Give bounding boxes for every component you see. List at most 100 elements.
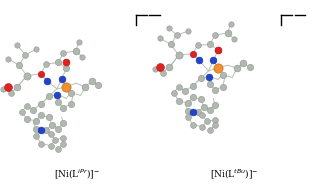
Text: [Ni(L$^{tBu}$)]$^{-}$: [Ni(L$^{tBu}$)]$^{-}$ [210, 168, 258, 181]
Point [174, 33, 179, 36]
Point [53, 138, 58, 141]
Point [34, 135, 39, 138]
Point [83, 85, 88, 88]
Point [24, 74, 29, 77]
Point [89, 80, 94, 83]
Point [34, 119, 39, 122]
Point [59, 78, 64, 81]
Point [208, 83, 213, 86]
Point [34, 48, 39, 51]
Point [190, 123, 195, 126]
Point [157, 66, 162, 69]
Point [39, 72, 44, 75]
Point [190, 110, 195, 113]
Point [208, 43, 213, 46]
Point [23, 53, 28, 56]
Point [206, 75, 211, 78]
Point [48, 133, 53, 136]
Point [208, 108, 213, 111]
Point [56, 127, 61, 130]
Point [46, 95, 52, 98]
Point [31, 108, 36, 111]
Point [39, 129, 44, 132]
Point [216, 67, 221, 70]
Point [198, 98, 203, 101]
Point [200, 125, 205, 128]
Point [157, 36, 162, 39]
Point [220, 73, 225, 76]
Point [212, 88, 217, 91]
Point [185, 116, 191, 119]
Point [167, 27, 172, 30]
Point [45, 80, 50, 83]
Point [216, 49, 221, 52]
Point [190, 84, 195, 88]
Point [208, 129, 213, 132]
Point [34, 127, 39, 130]
Point [211, 59, 216, 62]
Point [43, 129, 48, 132]
Point [24, 104, 29, 107]
Point [185, 109, 191, 112]
Point [73, 50, 78, 53]
Point [1, 87, 6, 90]
Point [61, 106, 66, 109]
Point [5, 85, 10, 88]
Point [9, 91, 14, 94]
Point [76, 40, 82, 43]
Point [152, 67, 157, 70]
Point [64, 61, 69, 64]
Point [176, 53, 181, 56]
Point [61, 51, 66, 54]
Point [24, 118, 29, 121]
Point [171, 91, 176, 94]
Point [212, 103, 217, 106]
Point [228, 22, 233, 25]
Point [225, 32, 230, 35]
Point [200, 114, 205, 117]
Point [231, 37, 236, 40]
Point [15, 44, 20, 47]
Point [48, 144, 53, 147]
Point [204, 119, 210, 122]
Point [198, 77, 203, 80]
Point [56, 101, 61, 104]
Point [50, 123, 55, 126]
Text: [Ni(L$^{iPr}$)]$^{-}$: [Ni(L$^{iPr}$)]$^{-}$ [54, 168, 100, 181]
Point [15, 85, 20, 88]
Point [64, 85, 69, 88]
Point [241, 62, 246, 65]
Point [190, 96, 195, 99]
Point [197, 59, 202, 62]
Point [39, 102, 44, 105]
Point [39, 114, 44, 117]
Point [190, 52, 195, 55]
Point [182, 89, 187, 92]
Point [43, 63, 48, 66]
Point [195, 44, 200, 47]
Point [220, 85, 225, 88]
Point [69, 102, 74, 105]
Point [69, 91, 74, 94]
Point [212, 119, 217, 122]
Point [212, 123, 217, 126]
Point [168, 43, 173, 46]
Point [56, 148, 61, 151]
Point [160, 71, 165, 74]
Point [167, 66, 172, 69]
Point [216, 49, 221, 52]
Point [176, 85, 181, 88]
Point [61, 142, 66, 145]
Point [212, 33, 217, 36]
Point [201, 105, 206, 108]
Point [195, 111, 200, 114]
Point [56, 61, 61, 64]
Point [61, 121, 66, 124]
Point [247, 66, 252, 69]
Point [185, 101, 191, 105]
Point [64, 67, 69, 70]
Point [61, 136, 66, 139]
Point [234, 67, 240, 70]
Point [39, 142, 44, 145]
Point [95, 84, 100, 87]
